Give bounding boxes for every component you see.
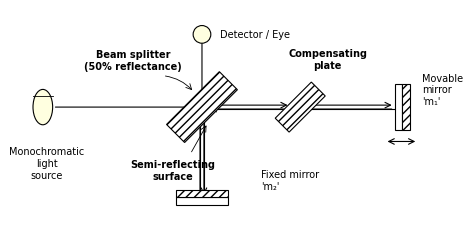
Polygon shape xyxy=(176,198,228,205)
Ellipse shape xyxy=(33,90,53,125)
Text: Detector / Eye: Detector / Eye xyxy=(219,30,290,40)
Text: Movable: Movable xyxy=(422,73,463,83)
Text: Fixed mirror: Fixed mirror xyxy=(261,169,319,179)
Circle shape xyxy=(193,26,211,44)
Text: mirror: mirror xyxy=(422,85,452,95)
Text: source: source xyxy=(30,170,63,180)
Text: Semi-reflecting: Semi-reflecting xyxy=(130,159,215,169)
Polygon shape xyxy=(176,190,228,198)
Text: surface: surface xyxy=(152,171,193,181)
Text: 'm₂': 'm₂' xyxy=(261,181,279,191)
Polygon shape xyxy=(394,85,402,130)
Text: 'm₁': 'm₁' xyxy=(422,97,440,107)
Text: light: light xyxy=(36,158,58,168)
Text: plate: plate xyxy=(313,61,342,70)
Polygon shape xyxy=(166,72,237,143)
Text: Beam splitter
(50% reflectance): Beam splitter (50% reflectance) xyxy=(84,50,182,71)
Polygon shape xyxy=(275,83,325,133)
Text: Compensating: Compensating xyxy=(288,49,367,59)
Polygon shape xyxy=(402,85,410,130)
Text: Monochromatic: Monochromatic xyxy=(9,147,84,157)
